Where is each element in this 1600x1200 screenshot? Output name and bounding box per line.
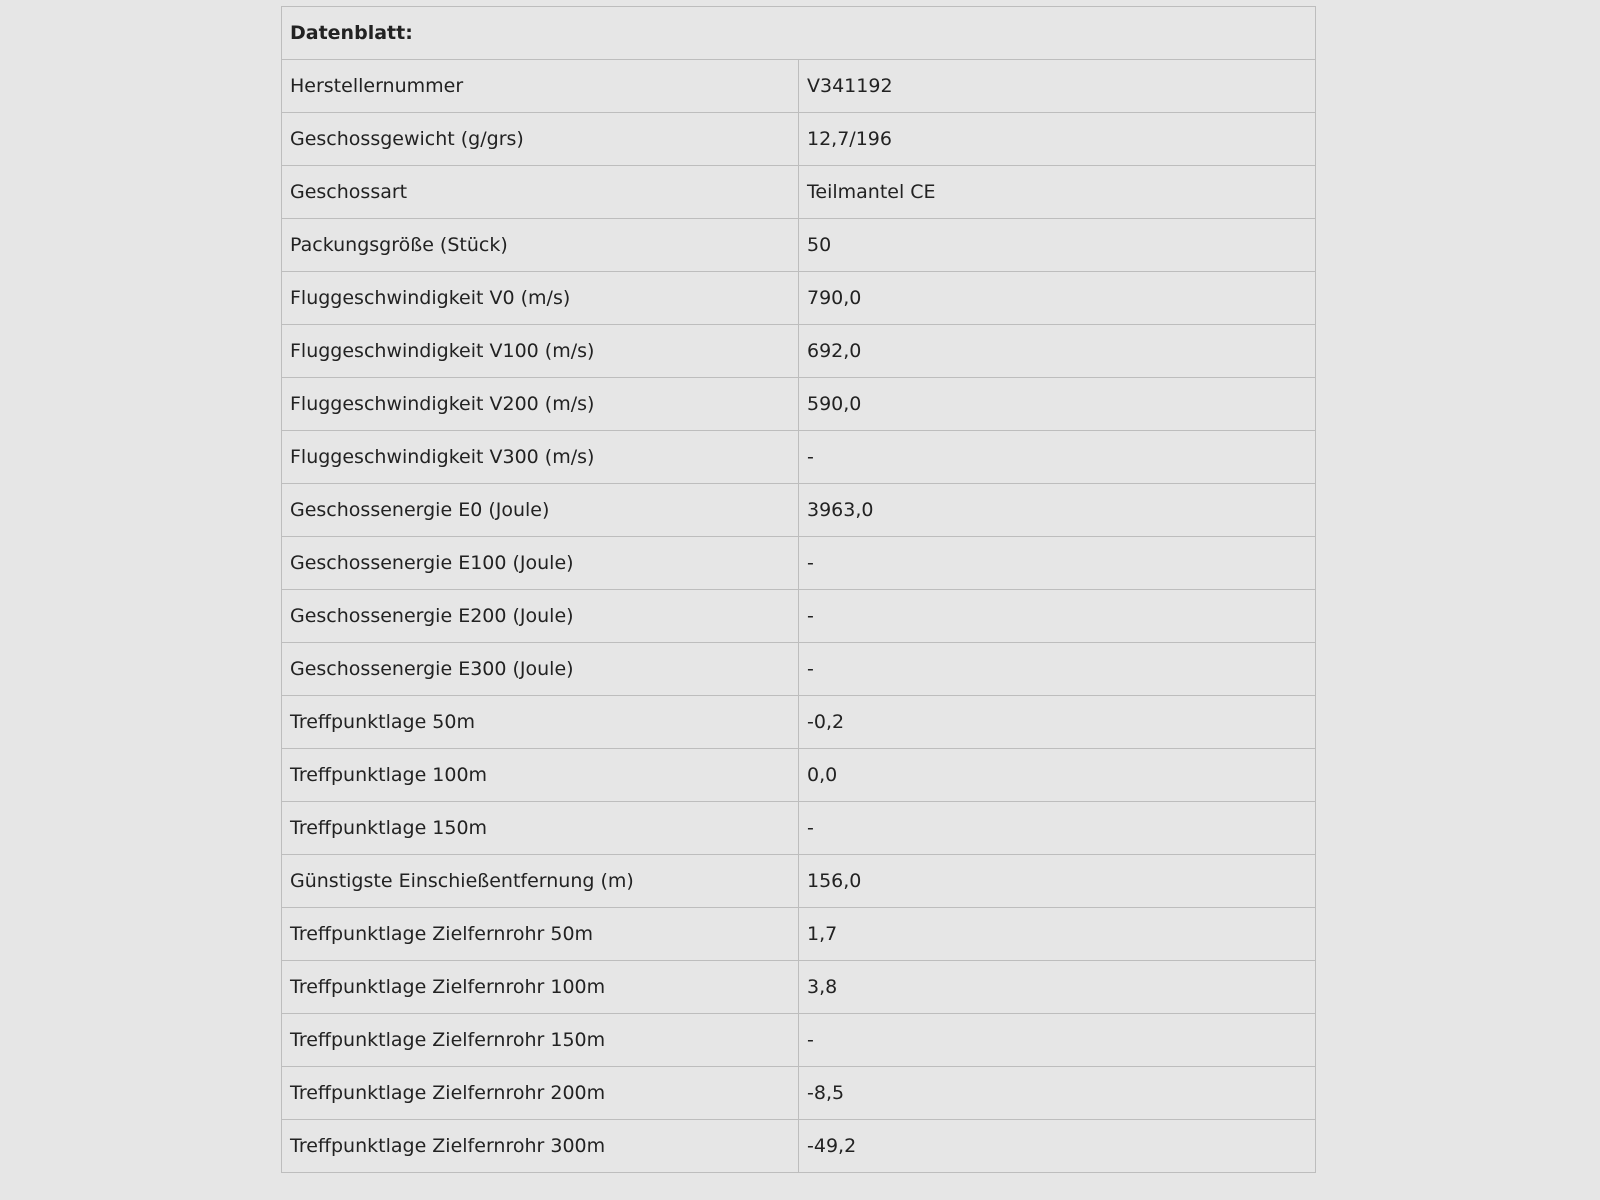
datasheet-title: Datenblatt: bbox=[281, 6, 1316, 60]
row-label: Günstigste Einschießentfernung (m) bbox=[281, 854, 799, 908]
table-row: Fluggeschwindigkeit V300 (m/s) - bbox=[281, 430, 1316, 484]
table-row: Geschossenergie E200 (Joule) - bbox=[281, 589, 1316, 643]
table-row: Treffpunktlage Zielfernrohr 150m - bbox=[281, 1013, 1316, 1067]
row-label: Fluggeschwindigkeit V100 (m/s) bbox=[281, 324, 799, 378]
row-value: - bbox=[798, 589, 1316, 643]
table-row: Fluggeschwindigkeit V0 (m/s) 790,0 bbox=[281, 271, 1316, 325]
row-value: - bbox=[798, 642, 1316, 696]
row-value: - bbox=[798, 430, 1316, 484]
row-label: Herstellernummer bbox=[281, 59, 799, 113]
table-row: Packungsgröße (Stück) 50 bbox=[281, 218, 1316, 272]
table-row: Treffpunktlage Zielfernrohr 50m 1,7 bbox=[281, 907, 1316, 961]
table-row: Fluggeschwindigkeit V200 (m/s) 590,0 bbox=[281, 377, 1316, 431]
table-row: Treffpunktlage Zielfernrohr 300m -49,2 bbox=[281, 1119, 1316, 1173]
row-value: Teilmantel CE bbox=[798, 165, 1316, 219]
table-row: Geschossenergie E300 (Joule) - bbox=[281, 642, 1316, 696]
row-value: 50 bbox=[798, 218, 1316, 272]
row-label: Treffpunktlage Zielfernrohr 150m bbox=[281, 1013, 799, 1067]
row-label: Geschossart bbox=[281, 165, 799, 219]
row-value: 692,0 bbox=[798, 324, 1316, 378]
table-header-row: Datenblatt: bbox=[281, 6, 1316, 60]
table-row: Günstigste Einschießentfernung (m) 156,0 bbox=[281, 854, 1316, 908]
row-value: 590,0 bbox=[798, 377, 1316, 431]
row-value: - bbox=[798, 801, 1316, 855]
row-label: Geschossenergie E100 (Joule) bbox=[281, 536, 799, 590]
row-label: Treffpunktlage 50m bbox=[281, 695, 799, 749]
table-row: Treffpunktlage Zielfernrohr 100m 3,8 bbox=[281, 960, 1316, 1014]
row-label: Fluggeschwindigkeit V0 (m/s) bbox=[281, 271, 799, 325]
row-value: - bbox=[798, 536, 1316, 590]
row-label: Geschossenergie E200 (Joule) bbox=[281, 589, 799, 643]
row-label: Fluggeschwindigkeit V300 (m/s) bbox=[281, 430, 799, 484]
row-value: - bbox=[798, 1013, 1316, 1067]
row-value: 3963,0 bbox=[798, 483, 1316, 537]
table-row: Fluggeschwindigkeit V100 (m/s) 692,0 bbox=[281, 324, 1316, 378]
table-row: Geschossenergie E0 (Joule) 3963,0 bbox=[281, 483, 1316, 537]
table-row: Treffpunktlage Zielfernrohr 200m -8,5 bbox=[281, 1066, 1316, 1120]
row-label: Treffpunktlage Zielfernrohr 200m bbox=[281, 1066, 799, 1120]
row-value: 12,7/196 bbox=[798, 112, 1316, 166]
table-row: Geschossart Teilmantel CE bbox=[281, 165, 1316, 219]
row-value: V341192 bbox=[798, 59, 1316, 113]
table-row: Geschossgewicht (g/grs) 12,7/196 bbox=[281, 112, 1316, 166]
row-label: Geschossgewicht (g/grs) bbox=[281, 112, 799, 166]
row-label: Geschossenergie E0 (Joule) bbox=[281, 483, 799, 537]
datasheet-table: Datenblatt: Herstellernummer V341192 Gesch… bbox=[281, 6, 1316, 1173]
row-value: 790,0 bbox=[798, 271, 1316, 325]
row-label: Fluggeschwindigkeit V200 (m/s) bbox=[281, 377, 799, 431]
row-label: Treffpunktlage 100m bbox=[281, 748, 799, 802]
table-row: Treffpunktlage 50m -0,2 bbox=[281, 695, 1316, 749]
row-value: -0,2 bbox=[798, 695, 1316, 749]
table-row: Treffpunktlage 150m - bbox=[281, 801, 1316, 855]
row-value: -8,5 bbox=[798, 1066, 1316, 1120]
row-label: Geschossenergie E300 (Joule) bbox=[281, 642, 799, 696]
row-value: 156,0 bbox=[798, 854, 1316, 908]
row-value: 1,7 bbox=[798, 907, 1316, 961]
row-value: 0,0 bbox=[798, 748, 1316, 802]
table-row: Treffpunktlage 100m 0,0 bbox=[281, 748, 1316, 802]
table-row: Geschossenergie E100 (Joule) - bbox=[281, 536, 1316, 590]
row-label: Treffpunktlage Zielfernrohr 50m bbox=[281, 907, 799, 961]
row-value: 3,8 bbox=[798, 960, 1316, 1014]
table-row: Herstellernummer V341192 bbox=[281, 59, 1316, 113]
row-value: -49,2 bbox=[798, 1119, 1316, 1173]
row-label: Treffpunktlage 150m bbox=[281, 801, 799, 855]
row-label: Packungsgröße (Stück) bbox=[281, 218, 799, 272]
row-label: Treffpunktlage Zielfernrohr 100m bbox=[281, 960, 799, 1014]
row-label: Treffpunktlage Zielfernrohr 300m bbox=[281, 1119, 799, 1173]
